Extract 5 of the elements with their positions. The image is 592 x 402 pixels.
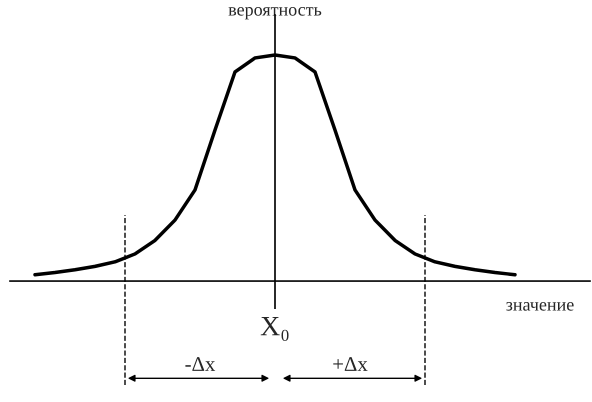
text: X₀: [260, 317, 289, 341]
text: -Δx: [185, 357, 216, 371]
y-axis-title: вероятность: [228, 7, 322, 20]
text: +Δx: [333, 357, 368, 371]
x-axis-title: значение: [506, 302, 574, 311]
